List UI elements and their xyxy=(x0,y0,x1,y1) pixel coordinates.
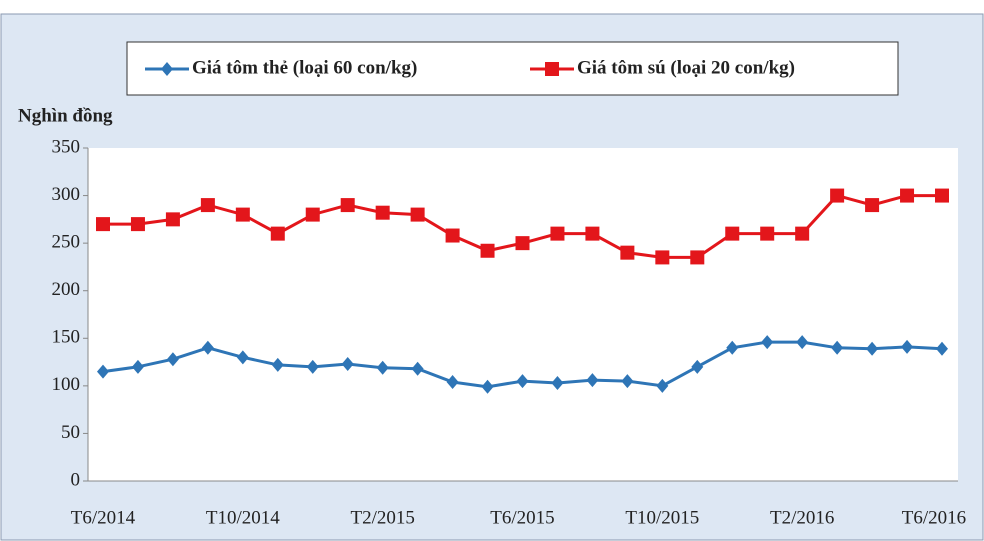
marker xyxy=(411,361,424,376)
marker xyxy=(900,188,915,203)
x-tick-label: T10/2015 xyxy=(625,507,699,528)
y-tick-label: 300 xyxy=(52,184,81,205)
marker xyxy=(410,207,425,222)
legend-label: Giá tôm sú (loại 20 con/kg) xyxy=(577,57,795,78)
legend-box xyxy=(126,41,899,96)
marker xyxy=(516,374,529,389)
marker xyxy=(341,356,354,371)
y-tick-label: 250 xyxy=(52,232,81,253)
marker xyxy=(865,198,880,213)
marker xyxy=(165,212,180,227)
x-tick-label: T2/2016 xyxy=(770,507,834,528)
marker xyxy=(481,379,494,394)
plot-area xyxy=(88,148,958,481)
marker xyxy=(306,359,319,374)
marker xyxy=(935,188,949,203)
y-tick-label: 350 xyxy=(52,136,81,157)
marker xyxy=(235,207,250,222)
marker xyxy=(271,357,284,372)
marker xyxy=(725,226,740,241)
marker xyxy=(130,217,145,232)
marker xyxy=(270,226,285,241)
x-tick-label: T6/2015 xyxy=(490,507,554,528)
marker xyxy=(901,339,914,354)
marker xyxy=(621,374,634,389)
y-axis-label: Nghìn đồng xyxy=(18,105,113,126)
y-tick-label: 50 xyxy=(61,422,80,443)
marker xyxy=(96,217,110,232)
marker xyxy=(831,340,844,355)
marker xyxy=(201,340,214,355)
marker xyxy=(340,198,355,213)
y-tick-label: 0 xyxy=(71,469,81,490)
marker xyxy=(936,341,948,356)
marker xyxy=(761,335,774,350)
marker xyxy=(446,375,459,390)
y-tick-label: 150 xyxy=(52,327,81,348)
y-tick-label: 100 xyxy=(52,374,81,395)
marker xyxy=(760,226,775,241)
marker xyxy=(551,376,564,391)
marker xyxy=(796,335,809,350)
marker xyxy=(620,245,635,260)
marker xyxy=(166,352,179,367)
marker xyxy=(305,207,320,222)
marker xyxy=(830,188,845,203)
marker xyxy=(97,364,109,379)
marker xyxy=(690,250,705,265)
legend-marker xyxy=(545,62,559,76)
marker xyxy=(550,226,565,241)
marker xyxy=(655,250,670,265)
marker xyxy=(866,341,879,356)
marker xyxy=(131,359,144,374)
marker xyxy=(586,373,599,388)
marker xyxy=(236,350,249,365)
y-tick-label: 200 xyxy=(52,279,81,300)
marker xyxy=(200,198,215,213)
marker xyxy=(585,226,600,241)
x-tick-label: T10/2014 xyxy=(206,507,280,528)
marker xyxy=(445,228,460,243)
x-tick-label: T6/2016 xyxy=(902,507,966,528)
marker xyxy=(515,236,530,251)
marker xyxy=(795,226,810,241)
marker xyxy=(376,360,389,375)
marker xyxy=(480,243,495,258)
marker xyxy=(375,205,390,220)
marker xyxy=(726,340,739,355)
x-tick-label: T6/2014 xyxy=(71,507,136,528)
marker xyxy=(691,359,704,374)
x-tick-label: T2/2015 xyxy=(350,507,414,528)
legend-label: Giá tôm thẻ (loại 60 con/kg) xyxy=(192,57,417,78)
legend-marker xyxy=(161,62,173,76)
marker xyxy=(656,378,669,393)
